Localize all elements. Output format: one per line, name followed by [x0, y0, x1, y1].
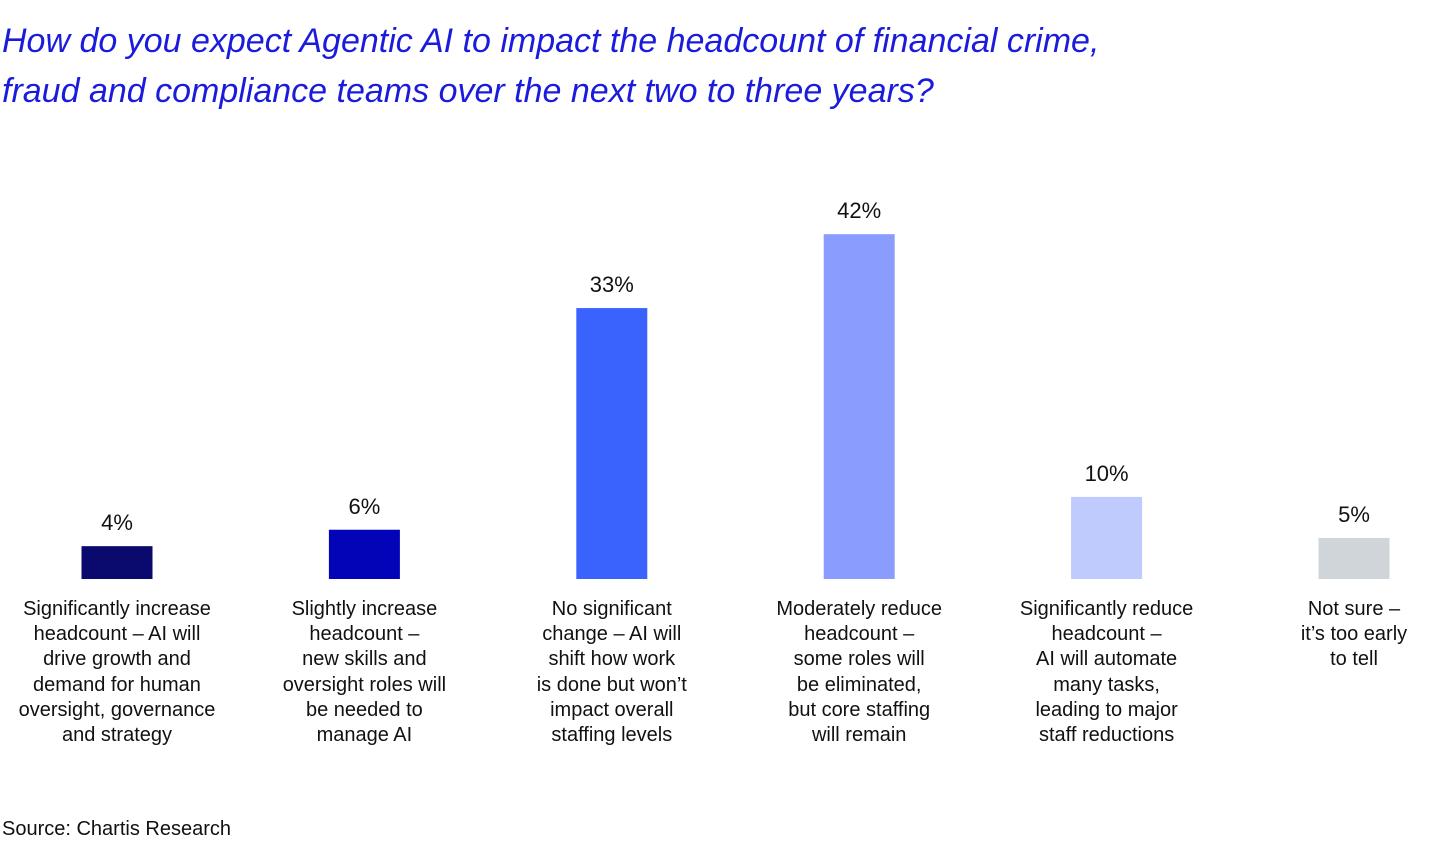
- category-label: Moderately reduce headcount – some roles…: [776, 598, 943, 747]
- value-label: 10%: [1084, 460, 1129, 486]
- value-label: 42%: [837, 198, 882, 224]
- category-label: Not sure – it’s too early to tell: [1300, 598, 1408, 671]
- bar: [81, 546, 153, 579]
- value-label: 5%: [1338, 501, 1370, 527]
- category-label: Significantly reduce headcount – AI will…: [1019, 598, 1194, 747]
- category-label: No significant change – AI will shift ho…: [536, 598, 687, 747]
- category-label: Significantly increase headcount – AI wi…: [18, 598, 216, 747]
- value-label: 6%: [348, 493, 381, 519]
- source: Source: Chartis Research: [2, 818, 231, 840]
- bar: [328, 529, 400, 579]
- bar: [1318, 537, 1390, 579]
- category-label: Slightly increase headcount – new skills…: [282, 598, 447, 747]
- bar: [1071, 496, 1143, 579]
- value-label: 33%: [589, 272, 634, 298]
- bar: [823, 234, 895, 579]
- chart-title: How do you expect Agentic AI to impact t…: [2, 22, 1100, 110]
- bar: [576, 308, 648, 579]
- value-label: 4%: [101, 510, 133, 536]
